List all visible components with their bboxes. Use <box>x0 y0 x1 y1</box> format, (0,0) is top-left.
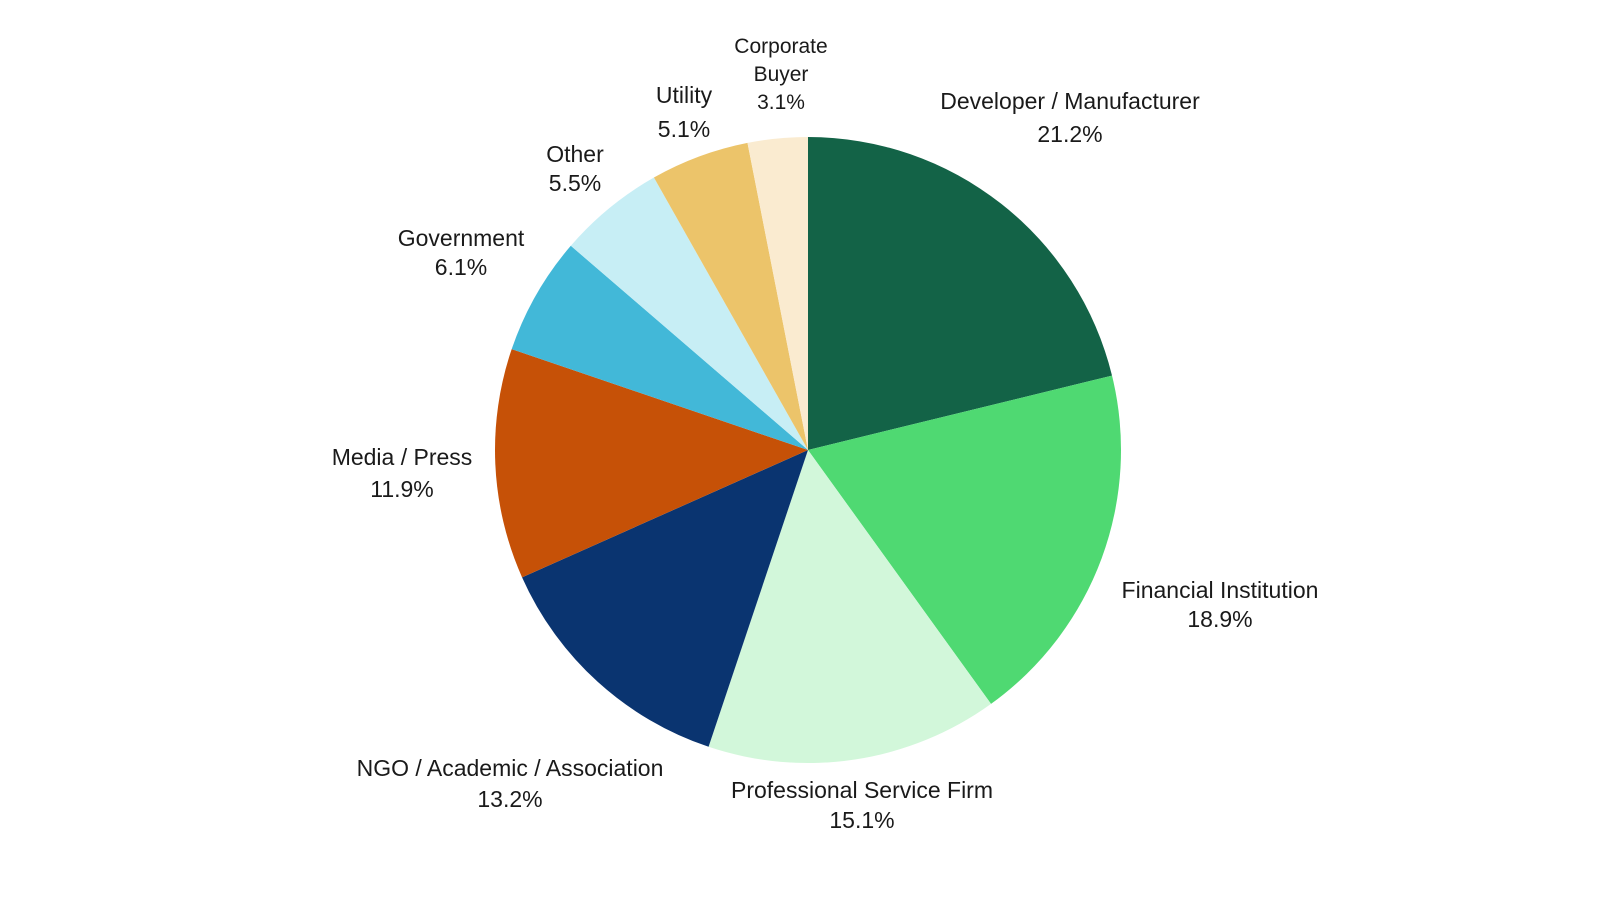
slice-label-media-press: Media / Press 11.9% <box>332 444 473 502</box>
slice-category-label: Utility <box>656 82 713 108</box>
slice-value-label: 6.1% <box>435 254 487 280</box>
slice-value-label: 18.9% <box>1187 606 1252 632</box>
slice-category-label: Financial Institution <box>1122 577 1319 603</box>
pie-slice-professional-service-firm <box>708 450 992 764</box>
pie-slice-other <box>570 177 808 451</box>
slice-value-label: 21.2% <box>1037 121 1102 147</box>
slice-label-ngo-academic-association: NGO / Academic / Association 13.2% <box>357 755 664 812</box>
slice-label-utility: Utility 5.1% <box>656 82 713 142</box>
slice-value-label: 15.1% <box>829 807 894 833</box>
slice-label-professional-service-firm: Professional Service Firm 15.1% <box>731 777 993 833</box>
slice-category-label: Professional Service Firm <box>731 777 993 803</box>
slice-value-label: 5.1% <box>658 116 710 142</box>
slice-label-corporate-buyer: Corporate Buyer 3.1% <box>734 35 827 114</box>
slice-category-label: NGO / Academic / Association <box>357 755 664 781</box>
pie-slices <box>494 137 1121 764</box>
pie-slice-corporate-buyer <box>747 137 808 450</box>
slice-category-label: Developer / Manufacturer <box>940 88 1200 114</box>
slice-value-label: 3.1% <box>757 91 805 114</box>
pie-labels: Developer / Manufacturer 21.2% Financial I… <box>332 35 1319 833</box>
slice-label-government: Government 6.1% <box>398 225 525 280</box>
slice-category-label: Buyer <box>754 63 809 86</box>
slice-label-developer-manufacturer: Developer / Manufacturer 21.2% <box>940 88 1200 147</box>
slice-category-label: Corporate <box>734 35 827 58</box>
slice-category-label: Government <box>398 225 525 251</box>
slice-category-label: Other <box>546 141 604 167</box>
pie-slice-government <box>511 245 808 450</box>
pie-slice-ngo-academic-association <box>522 450 808 747</box>
pie-slice-utility <box>653 142 808 450</box>
slice-value-label: 13.2% <box>477 786 542 812</box>
pie-slice-developer-manufacturer <box>808 137 1113 450</box>
slice-label-other: Other 5.5% <box>546 141 604 196</box>
pie-slice-media-press <box>494 349 808 578</box>
pie-slice-financial-institution <box>808 375 1121 704</box>
slice-category-label: Media / Press <box>332 444 473 470</box>
slice-value-label: 11.9% <box>370 476 434 502</box>
slice-label-financial-institution: Financial Institution 18.9% <box>1122 577 1319 632</box>
slice-value-label: 5.5% <box>549 170 601 196</box>
